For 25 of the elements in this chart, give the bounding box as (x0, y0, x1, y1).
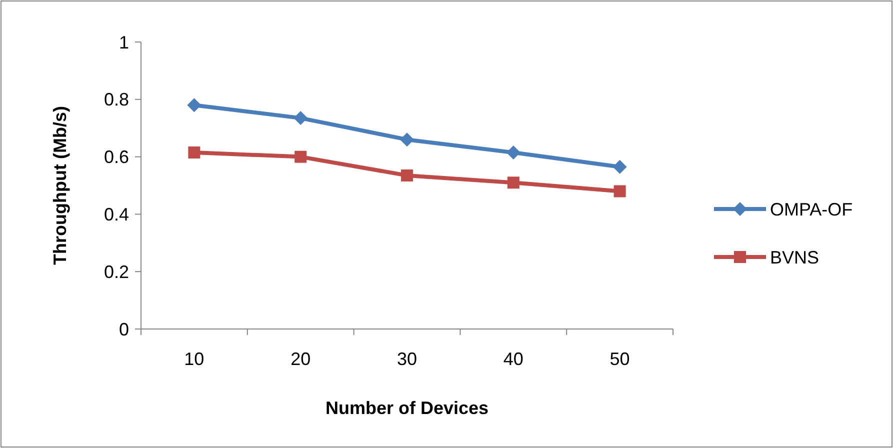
y-tick-label: 1 (118, 32, 129, 52)
x-tick-label: 50 (610, 349, 630, 369)
x-axis-title: Number of Devices (325, 398, 489, 418)
point (294, 150, 307, 163)
y-tick-label: 0.4 (104, 204, 129, 224)
y-tick-label: 0.2 (104, 262, 129, 282)
x-tick-label: 10 (184, 349, 204, 369)
x-tick-label: 20 (290, 349, 311, 369)
point (187, 98, 202, 112)
y-tick-label: 0.6 (104, 147, 129, 168)
y-axis-title: Throughput (Mb/s) (50, 106, 70, 265)
x-tick-label: 40 (503, 349, 524, 369)
point (614, 185, 626, 198)
point (612, 160, 627, 174)
legend-label: OMPA-OF (770, 199, 853, 220)
y-tick-label: 0 (118, 319, 129, 340)
y-tick-label: 0.8 (104, 90, 129, 110)
x-tick-label: 30 (396, 349, 418, 369)
point (188, 146, 200, 158)
point (400, 132, 414, 147)
point (506, 145, 520, 160)
point (401, 169, 413, 182)
point (294, 111, 308, 126)
point (507, 176, 520, 189)
legend-label: BVNS (770, 247, 820, 268)
